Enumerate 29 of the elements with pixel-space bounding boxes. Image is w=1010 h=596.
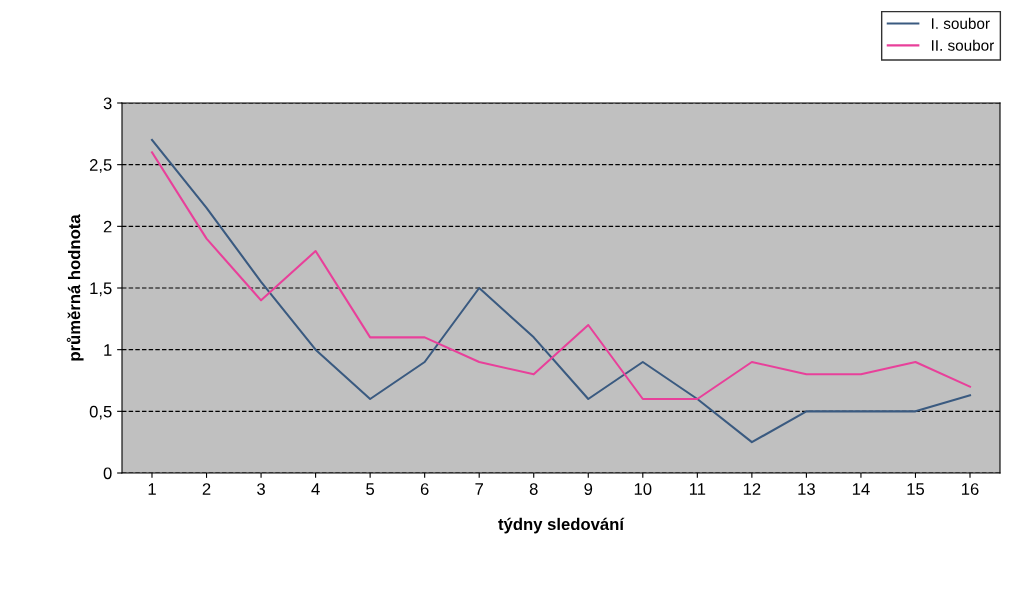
x-tick-label: 10 (634, 483, 652, 495)
x-tick-label: 2 (202, 483, 211, 495)
x-tick-label: 11 (689, 483, 706, 495)
y-tick-label: 0 (103, 467, 112, 480)
line-series (150, 138, 972, 444)
x-tick-label: 3 (257, 483, 265, 495)
x-tick-label: 14 (852, 483, 870, 495)
line-series (150, 151, 972, 401)
x-tick-label: 5 (366, 483, 375, 495)
legend-label: I. soubor (931, 17, 990, 29)
y-tick-label: 3 (103, 97, 112, 110)
y-tick-label: 1,5 (90, 282, 112, 297)
x-tick-label: 9 (584, 483, 593, 495)
x-tick-label: 1 (148, 483, 156, 495)
x-tick-label: 16 (962, 483, 979, 495)
y-axis-title: průměrná hodnota (66, 214, 84, 361)
x-tick-label: 13 (798, 483, 815, 495)
x-tick-label: 7 (475, 483, 483, 495)
legend-label: II. soubor (931, 39, 994, 51)
y-tick-label: 2,5 (89, 159, 112, 173)
x-tick-label: 4 (311, 483, 320, 495)
y-tick-label: 0,5 (89, 405, 112, 420)
y-tick-label: 2 (103, 220, 112, 233)
y-tick-label: 1 (104, 344, 112, 356)
x-axis-title: týdny sledování (498, 517, 625, 534)
x-tick-label: 12 (743, 483, 761, 495)
x-tick-label: 6 (420, 483, 429, 495)
x-tick-label: 15 (907, 483, 925, 495)
x-tick-label: 8 (529, 483, 538, 495)
